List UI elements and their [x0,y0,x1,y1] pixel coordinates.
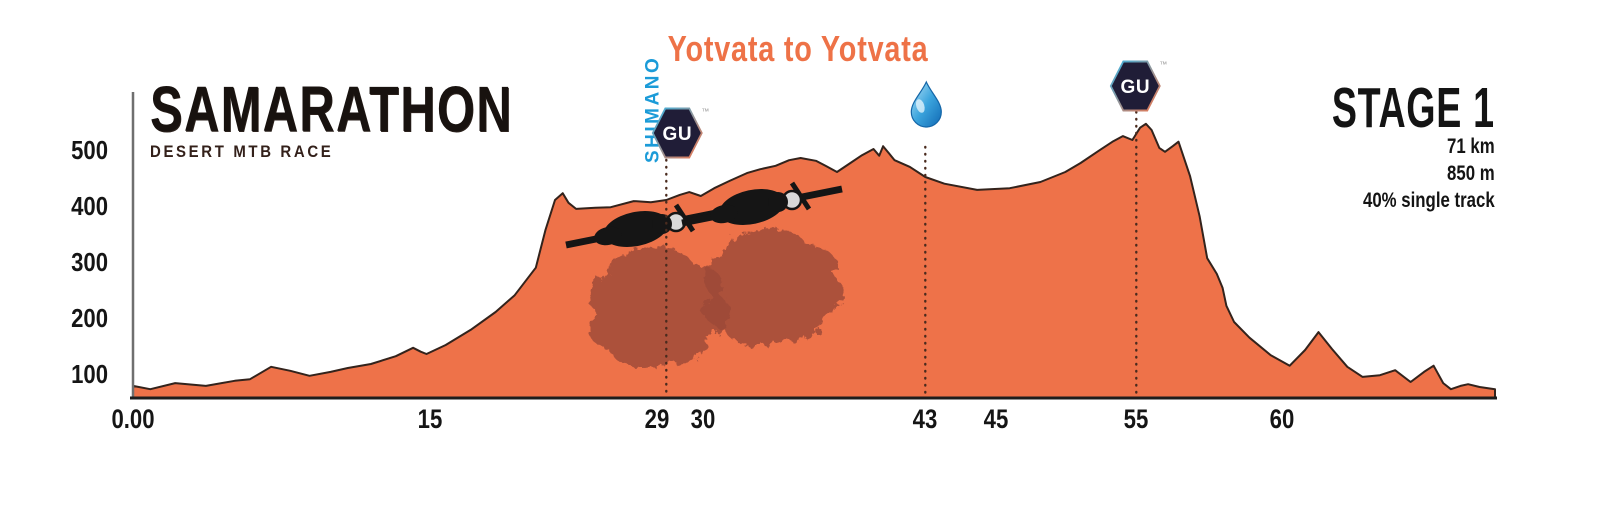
stage-title: STAGE 1 [1332,76,1495,140]
gu-logo: GU ™ [651,107,709,159]
water-drop-icon [910,80,942,128]
x-tick-label: 60 [1269,404,1295,434]
race-logo-subtitle: DESERT MTB RACE [150,142,334,161]
x-tick-label: 55 [1123,404,1149,434]
stage-surface: 40% single track [1363,189,1495,212]
y-tick-label: 200 [71,303,108,333]
race-logo-title: SAMARATHON [150,73,513,145]
gu-logo-text: GU [663,124,693,145]
trademark-symbol: ™ [701,107,709,116]
stage-distance: 71 km [1447,135,1495,158]
x-tick-label: 0.00 [111,404,155,434]
marker-water-point [910,80,942,397]
marker-gu-feed: GU ™ [1109,60,1167,397]
x-tick-label: 43 [912,404,938,434]
x-tick-label: 45 [983,404,1009,434]
marker-shimano-gu-feed: SHIMANO GU ™ [642,56,709,397]
stage-info: STAGE 1 71 km 850 m 40% single track [1248,76,1495,213]
gu-logo: GU ™ [1109,60,1167,112]
x-tick-label: 15 [417,404,443,434]
route-title: Yotvata to Yotvata [667,28,929,69]
race-logo: SAMARATHON DESERT MTB RACE [150,73,627,162]
y-tick-label: 100 [71,359,108,389]
y-tick-label: 500 [71,135,108,165]
trademark-symbol: ™ [1159,60,1167,69]
x-tick-label: 30 [690,404,716,434]
stage-elevation-gain: 850 m [1447,162,1495,185]
x-tick-label: 29 [644,404,670,434]
gu-logo-text: GU [1121,77,1151,98]
y-tick-label: 300 [71,247,108,277]
y-tick-label: 400 [71,191,108,221]
